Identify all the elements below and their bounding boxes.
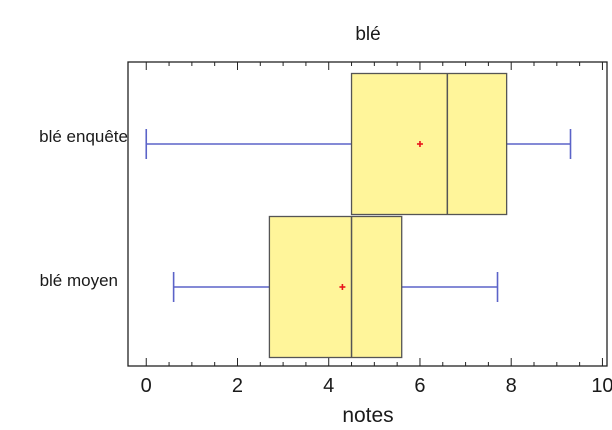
x-tick-label: 2	[232, 375, 243, 397]
x-tick-label: 8	[506, 375, 517, 397]
category-label-ble-moyen: blé moyen	[40, 271, 118, 290]
x-tick-label: 6	[414, 375, 425, 397]
plot-area: 0 2 4 6 8 10	[127, 61, 612, 397]
x-tick-label: 4	[323, 375, 334, 397]
x-tick-label: 10	[591, 375, 612, 397]
x-tick-label: 0	[141, 375, 152, 397]
x-axis-label: notes	[342, 404, 393, 427]
box-ble-enquete	[350, 72, 508, 216]
category-label-ble-enquete: blé enquête	[39, 127, 128, 146]
box-ble-moyen	[268, 215, 403, 359]
chart-title: blé	[355, 24, 380, 45]
plot-frame	[127, 61, 608, 367]
